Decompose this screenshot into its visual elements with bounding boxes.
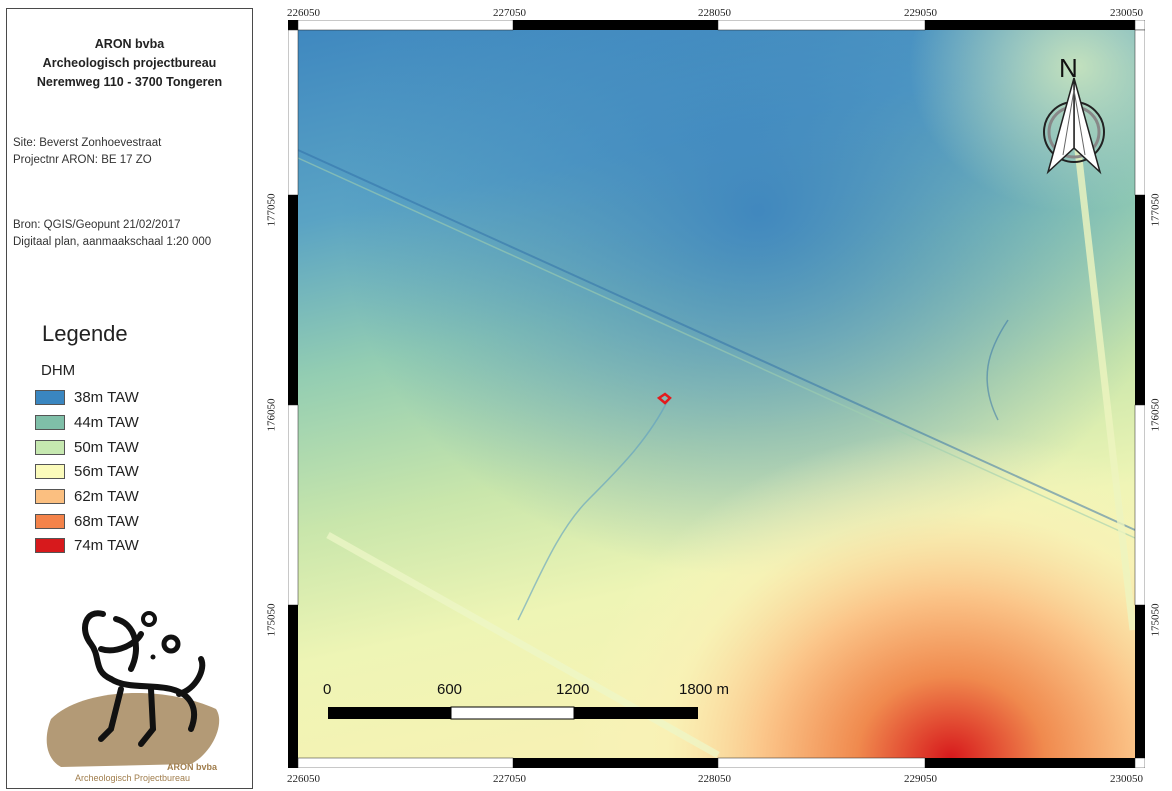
x-coord-bottom: 226050 (287, 773, 320, 785)
stream-line (517, 399, 669, 621)
railway-line (297, 149, 1136, 531)
y-coord-left: 175050 (265, 603, 278, 637)
x-coord-bottom: 227050 (493, 773, 526, 785)
logo-brand: ARON bvba (167, 762, 218, 772)
legend-swatch (35, 389, 65, 405)
y-coord-right: 176050 (1149, 398, 1162, 432)
y-coord-right: 175050 (1149, 603, 1162, 637)
company-address: Neremweg 110 - 3700 Tongeren (36, 75, 223, 89)
legend-subtitle: DHM (41, 362, 76, 379)
company-name: ARON bvba (94, 37, 165, 51)
legend-swatch (35, 414, 65, 430)
legend-swatch (35, 537, 65, 553)
legend-item: 56m TAW (35, 460, 139, 482)
legend-label: 74m TAW (74, 536, 139, 554)
x-coord-bottom: 228050 (698, 773, 731, 785)
map-frame (288, 20, 1145, 768)
legend-label: 62m TAW (74, 487, 139, 505)
x-coord-bottom: 229050 (904, 773, 937, 785)
logo-figure (82, 610, 206, 747)
road-line-east (1074, 149, 1137, 631)
map-border (288, 20, 1145, 768)
project-line: Projectnr ARON: BE 17 ZO (13, 154, 152, 166)
x-coord-top: 226050 (287, 7, 320, 19)
legend-swatch (35, 463, 65, 479)
y-coord-left: 177050 (265, 193, 278, 227)
site-line: Site: Beverst Zonhoevestraat (13, 137, 162, 149)
legend-item: 44m TAW (35, 411, 139, 433)
legend-label: 56m TAW (74, 462, 139, 480)
plan-scale-line: Digitaal plan, aanmaakschaal 1:20 000 (13, 236, 212, 248)
legend-item: 50m TAW (35, 436, 139, 458)
site-marker (656, 392, 672, 405)
legend-label: 68m TAW (74, 512, 139, 530)
north-label: N (1059, 53, 1078, 83)
legend-item: 62m TAW (35, 485, 139, 507)
aron-logo (46, 610, 220, 767)
north-arrow-icon (1043, 77, 1105, 175)
x-coord-top: 228050 (698, 7, 731, 19)
elevation-map[interactable] (288, 20, 1145, 768)
scalebar-label: 0 (323, 681, 332, 698)
logo-ground-shape (46, 692, 220, 767)
legend-label: 50m TAW (74, 438, 139, 456)
legend-label: 38m TAW (74, 388, 139, 406)
x-coord-top: 230050 (1110, 7, 1143, 19)
company-subtitle: Archeologisch projectbureau (42, 56, 217, 70)
legend-item: 38m TAW (35, 386, 139, 408)
legend-title: Legende (42, 321, 128, 346)
x-coord-bottom: 230050 (1110, 773, 1143, 785)
legend-item: 68m TAW (35, 510, 139, 532)
legend-swatch (35, 439, 65, 455)
scalebar-label: 600 (437, 681, 463, 698)
y-coord-right: 177050 (1149, 193, 1162, 227)
x-coord-top: 227050 (493, 7, 526, 19)
logo-tagline: Archeologisch Projectbureau (75, 773, 191, 783)
scale-bar (328, 706, 698, 720)
y-coord-left: 176050 (265, 398, 278, 432)
info-panel: ARON bvba Archeologisch projectbureau Ne… (6, 8, 253, 789)
x-coord-top: 229050 (904, 7, 937, 19)
source-line: Bron: QGIS/Geopunt 21/02/2017 (13, 219, 181, 231)
scalebar-label: 1200 (556, 681, 590, 698)
legend-label: 44m TAW (74, 413, 139, 431)
legend-swatch (35, 488, 65, 504)
legend-swatch (35, 513, 65, 529)
legend-item: 74m TAW (35, 534, 139, 556)
scalebar-label: 1800 m (679, 681, 730, 698)
